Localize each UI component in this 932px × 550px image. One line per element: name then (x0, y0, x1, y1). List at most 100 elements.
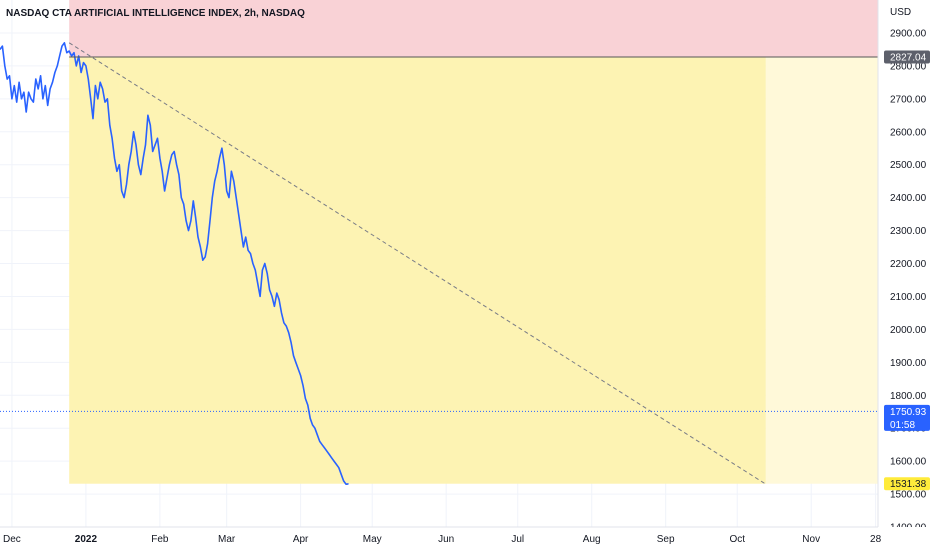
data-point-0-132 (314, 427, 316, 429)
x-tick-label-9: Sep (657, 534, 675, 545)
y-tick-label-4: 1800.00 (890, 391, 927, 402)
data-point-0-6 (13, 85, 15, 87)
x-tick-label-5: May (363, 534, 382, 545)
y-tick-label-6: 2000.00 (890, 325, 927, 336)
data-point-0-99 (235, 197, 237, 199)
data-point-0-59 (140, 174, 142, 176)
data-point-0-24 (56, 65, 58, 67)
data-point-0-35 (83, 62, 84, 64)
data-point-0-103 (245, 236, 247, 238)
data-point-0-88 (209, 220, 211, 222)
y-tick-label-9: 2300.00 (890, 226, 927, 237)
data-point-0-77 (183, 203, 185, 205)
data-point-0-8 (18, 81, 20, 83)
data-point-0-101 (240, 230, 242, 232)
data-point-0-107 (254, 269, 256, 271)
data-point-0-19 (44, 85, 46, 87)
data-point-0-120 (285, 325, 287, 327)
data-point-0-105 (250, 253, 251, 255)
data-point-0-14 (32, 101, 34, 103)
data-point-0-98 (233, 180, 235, 182)
x-tick-label-4: Apr (293, 534, 309, 545)
data-point-0-126 (300, 375, 302, 376)
data-point-0-92 (219, 157, 220, 159)
data-point-0-38 (90, 98, 92, 100)
data-point-0-102 (242, 246, 244, 248)
data-point-0-76 (180, 197, 182, 199)
badge-last-price-label: 1750.93 (890, 407, 927, 418)
data-point-0-94 (223, 164, 225, 166)
data-point-0-100 (238, 213, 240, 215)
data-point-0-143 (340, 473, 342, 475)
x-axis-background (0, 527, 932, 550)
data-point-0-91 (216, 170, 218, 172)
data-point-0-110 (261, 269, 263, 271)
x-tick-label-10: Oct (729, 534, 745, 545)
data-point-0-142 (338, 467, 340, 469)
data-point-0-137 (326, 450, 328, 452)
data-point-0-42 (99, 81, 101, 83)
data-point-0-62 (147, 114, 149, 116)
data-point-0-144 (343, 480, 345, 482)
data-point-0-146 (347, 483, 349, 485)
data-point-0-70 (166, 177, 168, 179)
data-point-0-67 (159, 157, 161, 159)
data-point-0-90 (214, 180, 216, 182)
y-tick-label-7: 2100.00 (890, 292, 927, 303)
data-point-0-50 (118, 164, 120, 166)
data-point-0-45 (106, 98, 108, 100)
data-point-0-73 (173, 151, 175, 152)
data-point-0-56 (133, 131, 135, 133)
y-tick-label-12: 2600.00 (890, 127, 927, 138)
data-point-0-29 (68, 50, 70, 52)
data-point-0-116 (276, 292, 278, 294)
series (0, 42, 349, 485)
data-point-0-48 (114, 157, 115, 159)
data-point-0-11 (25, 111, 27, 113)
y-axis: 1400.001500.001600.001700.001800.001900.… (877, 0, 932, 550)
data-point-0-141 (335, 463, 337, 465)
y-tick-label-8: 2200.00 (890, 259, 927, 270)
zone-extension (765, 56, 878, 484)
data-point-0-41 (97, 98, 99, 100)
data-point-0-131 (312, 424, 313, 426)
data-point-0-46 (109, 124, 111, 126)
data-point-0-108 (257, 282, 259, 284)
data-point-0-55 (130, 151, 132, 152)
data-point-0-123 (293, 355, 294, 357)
data-point-0-71 (168, 164, 170, 166)
data-point-0-57 (135, 144, 137, 146)
data-point-0-69 (164, 190, 166, 192)
data-point-0-111 (264, 263, 266, 264)
data-point-0-54 (128, 164, 130, 166)
data-point-0-2 (4, 65, 6, 67)
data-point-0-125 (297, 368, 299, 370)
data-point-0-114 (271, 295, 273, 297)
badge-top-level-label: 2827.04 (890, 52, 927, 63)
x-tick-label-11: Nov (802, 534, 820, 545)
data-point-0-106 (252, 263, 254, 264)
y-tick-label-13: 2700.00 (890, 94, 927, 105)
data-point-0-63 (149, 124, 151, 126)
data-point-0-138 (328, 454, 330, 455)
y-tick-label-10: 2400.00 (890, 193, 927, 204)
x-tick-label-0: Dec (3, 534, 21, 545)
data-point-0-128 (304, 398, 306, 399)
data-point-0-104 (247, 249, 249, 251)
data-point-0-9 (21, 98, 22, 100)
data-point-0-53 (126, 183, 127, 185)
data-point-0-80 (190, 220, 192, 222)
data-point-0-75 (178, 174, 180, 176)
zone-main (69, 56, 766, 484)
x-axis: Dec 2022 Feb Mar Apr May Jun Jul Aug Sep Oct Nov 28 (0, 526, 932, 550)
data-point-0-32 (75, 65, 77, 67)
data-point-0-74 (176, 164, 178, 166)
data-point-0-60 (142, 157, 144, 159)
y-tick-label-2: 1600.00 (890, 457, 927, 468)
currency-label: USD (890, 7, 911, 18)
data-point-0-0 (0, 48, 1, 50)
data-point-0-33 (78, 55, 80, 57)
data-point-0-127 (302, 384, 304, 386)
data-point-0-3 (6, 78, 8, 80)
reference-lines (0, 56, 878, 412)
